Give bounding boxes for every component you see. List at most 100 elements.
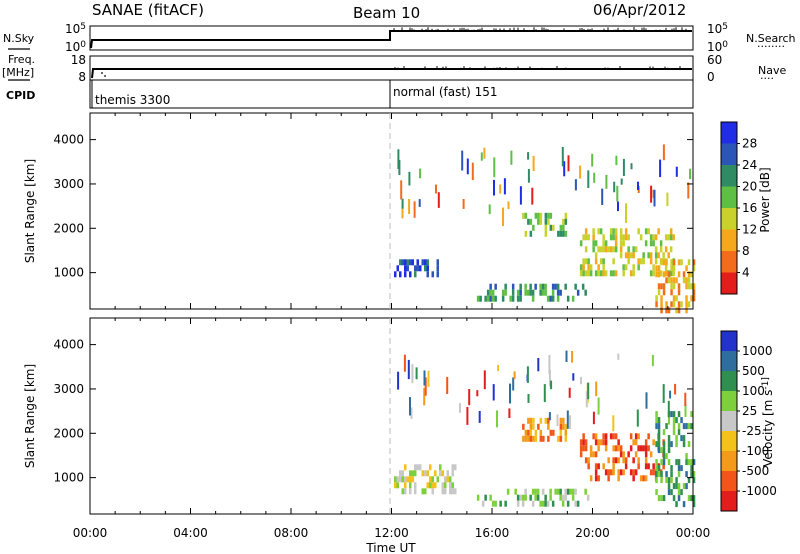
echo-cell — [665, 259, 668, 266]
colorbar-tick-label: 25 — [742, 404, 757, 418]
echo-cell — [507, 201, 510, 209]
echo-cell — [547, 423, 550, 430]
echo-cell — [434, 470, 437, 477]
echo-cell — [544, 212, 548, 219]
echo-cell — [534, 429, 538, 436]
echo-cell — [599, 439, 603, 446]
echo-cell — [609, 246, 613, 253]
echo-cell — [654, 252, 658, 259]
echo-cell — [644, 475, 648, 482]
echo-cell — [655, 459, 658, 466]
colorbar-tick-label: -25 — [742, 424, 762, 438]
echo-cell — [672, 277, 676, 284]
power-colorbar: 4 8 12 16 20 24 28 — [720, 121, 757, 295]
echo-cell — [642, 445, 645, 452]
echo-cell — [647, 433, 650, 440]
echo-cell — [684, 392, 687, 406]
echo-cell — [670, 441, 673, 448]
power-yaxis: 1000 2000 3000 4000 — [53, 133, 693, 280]
echo-cell — [489, 494, 492, 501]
echo-cell — [501, 289, 505, 296]
echo-cell — [584, 270, 588, 277]
echo-cell — [639, 475, 643, 482]
echo-cell — [692, 259, 696, 266]
echo-cell — [655, 417, 658, 424]
echo-cell — [581, 283, 585, 290]
echo-cell — [407, 359, 410, 380]
echo-cell — [394, 476, 397, 483]
echo-cell — [571, 488, 575, 495]
echo-cell — [657, 429, 661, 436]
echo-cell — [564, 218, 568, 225]
echo-cell — [404, 271, 407, 278]
echo-cell — [444, 476, 447, 483]
echo-cell — [539, 289, 542, 296]
echo-cell — [549, 212, 553, 219]
echo-cell — [612, 457, 615, 464]
echo-cell — [597, 228, 600, 235]
echo-cell — [670, 489, 673, 496]
echo-cell — [446, 470, 449, 477]
colorbar-tick-label: 16 — [742, 201, 757, 215]
echo-cell — [564, 230, 568, 237]
echo-cell — [594, 451, 598, 458]
echo-cell — [632, 264, 635, 271]
ytick-label: 3000 — [53, 382, 84, 396]
echo-cell — [436, 259, 439, 266]
echo-cell — [397, 149, 400, 169]
echo-cell — [655, 265, 658, 272]
echo-cell — [550, 380, 553, 390]
echo-cell — [675, 295, 678, 302]
echo-cell — [670, 265, 673, 272]
echo-cell — [429, 464, 432, 471]
echo-cell — [576, 500, 580, 507]
echo-cell — [637, 181, 639, 190]
echo-cell — [685, 295, 688, 302]
echo-cell — [437, 192, 440, 208]
echo-cell — [634, 469, 638, 476]
echo-cell — [653, 189, 656, 207]
echo-cell — [519, 289, 522, 296]
power-echo-cells — [394, 144, 696, 314]
echo-cell — [491, 500, 495, 507]
echo-cell — [685, 277, 688, 284]
echo-cell — [579, 451, 583, 458]
count-tick-bottom: 100 — [65, 40, 86, 54]
echo-cell — [597, 463, 600, 470]
count-tick-top: 105 — [65, 22, 86, 36]
echo-cell — [531, 500, 535, 507]
echo-cell — [665, 277, 668, 284]
echo-cell — [513, 371, 516, 379]
echo-cell — [649, 258, 653, 265]
echo-cell — [602, 258, 605, 265]
echo-cell — [548, 355, 551, 375]
echo-cell — [684, 404, 687, 417]
echo-cell — [524, 494, 527, 501]
echo-cell — [409, 476, 412, 483]
echo-cell — [414, 488, 417, 495]
echo-cell — [404, 265, 407, 272]
echo-cell — [667, 234, 670, 241]
echo-cell — [564, 212, 568, 219]
echo-cell — [662, 459, 666, 466]
echo-cell — [524, 435, 528, 442]
echo-cell — [542, 435, 545, 442]
echo-cell — [670, 283, 673, 290]
echo-cell — [670, 465, 673, 472]
echo-cell — [634, 439, 638, 446]
echo-cell — [672, 483, 676, 490]
echo-cell — [612, 415, 615, 432]
echo-cell — [529, 494, 532, 501]
echo-cell — [659, 246, 663, 253]
echo-cell — [672, 295, 676, 302]
echo-cell — [399, 476, 402, 483]
echo-cell — [632, 469, 635, 476]
echo-cell — [544, 494, 547, 501]
velocity-panel-frame — [89, 317, 694, 515]
echo-cell — [614, 457, 618, 464]
echo-cell — [582, 270, 585, 277]
echo-cell — [687, 182, 690, 199]
echo-cell — [543, 384, 546, 403]
echo-cell — [677, 483, 681, 490]
